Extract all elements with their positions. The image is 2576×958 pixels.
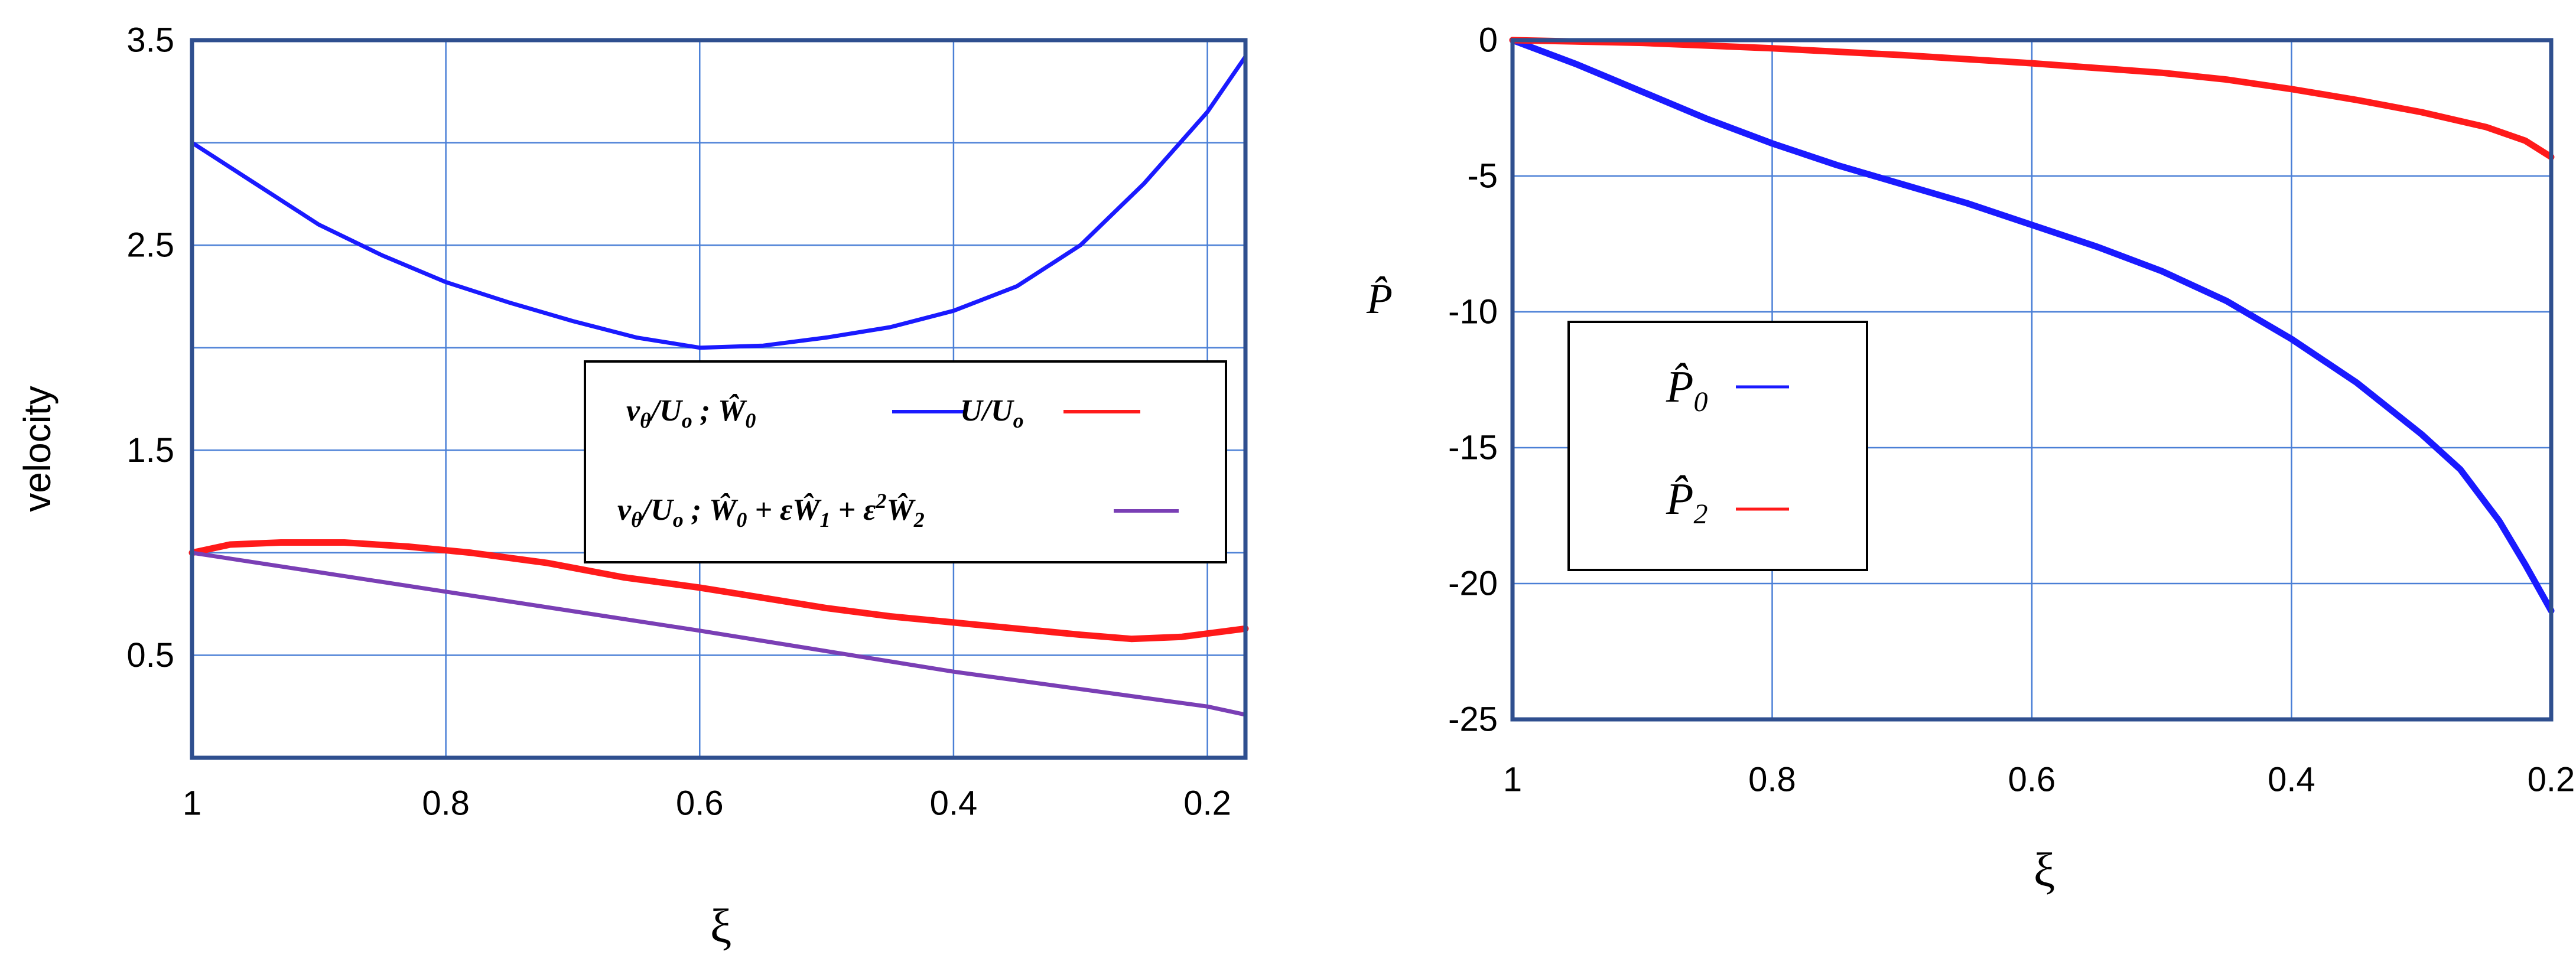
- legend-entry-p2: P̂2: [1666, 474, 1789, 530]
- legend-entry-p0: P̂0: [1666, 362, 1789, 418]
- legend-label-w0: vθ/Uo ; Ŵ0: [626, 393, 756, 432]
- pressure-y-tick-label: -5: [1467, 157, 1498, 195]
- legend-label-w-expansion: vθ/Uo ; Ŵ0 + εŴ1 + ε2Ŵ2: [617, 489, 925, 532]
- legend-box: [584, 360, 1227, 563]
- legend-entry-w0: vθ/Uo ; Ŵ0: [626, 393, 966, 432]
- pressure-x-axis-label: ξ: [2034, 843, 2055, 897]
- velocity-y-tick-label: 1.5: [126, 431, 174, 470]
- velocity-chart-ticks: 1 0.8 0.6 0.4 0.2 0.5 1.5 2.5 3.5: [126, 21, 1231, 823]
- pressure-y-tick-label: -10: [1448, 293, 1498, 331]
- velocity-y-axis-label: velocity: [16, 386, 58, 511]
- pressure-chart-legend: P̂0 P̂2: [1567, 321, 1868, 571]
- velocity-x-axis-label: ξ: [710, 899, 732, 953]
- velocity-x-tick-label: 0.6: [676, 784, 724, 823]
- legend-label-p2: P̂2: [1666, 474, 1707, 530]
- velocity-x-tick-label: 0.2: [1183, 784, 1231, 823]
- legend-label-p0: P̂0: [1666, 362, 1707, 418]
- legend-entry-u: U/Uo: [960, 394, 1140, 432]
- velocity-x-tick-label: 0.8: [422, 784, 470, 823]
- pressure-y-tick-label: 0: [1479, 21, 1498, 60]
- pressure-chart-ticks: 1 0.8 0.6 0.4 0.2 0 -5 -10 -15 -20 -25: [1448, 21, 2575, 799]
- pressure-x-tick-label: 0.4: [2268, 761, 2315, 799]
- velocity-y-tick-label: 0.5: [126, 636, 174, 674]
- velocity-x-tick-label: 0.4: [930, 784, 978, 823]
- velocity-series-line-2: [190, 550, 1248, 717]
- pressure-x-tick-label: 0.8: [1748, 761, 1796, 799]
- pressure-chart-series: [1509, 37, 2555, 614]
- pressure-chart-frame: [1510, 38, 2554, 722]
- pressure-y-tick-label: -20: [1448, 565, 1498, 603]
- velocity-x-tick-label: 1: [183, 784, 201, 823]
- velocity-chart: 1 0.8 0.6 0.4 0.2 0.5 1.5 2.5 3.5 velocity ξ vθ/…: [16, 21, 1249, 953]
- legend-label-u: U/Uo: [960, 394, 1024, 432]
- velocity-y-tick-label: 2.5: [126, 226, 174, 265]
- pressure-series-line-0: [1509, 37, 2555, 614]
- pressure-y-tick-label: -15: [1448, 429, 1498, 467]
- pressure-y-tick-label: -25: [1448, 700, 1498, 739]
- pressure-x-tick-label: 1: [1503, 761, 1522, 799]
- legend-box-pressure: [1567, 321, 1868, 571]
- velocity-chart-frame: [190, 38, 1248, 760]
- velocity-series-line-1: [188, 539, 1249, 643]
- pressure-series-line-1: [1509, 37, 2555, 161]
- velocity-chart-series: [188, 54, 1249, 717]
- velocity-series-line-0: [190, 54, 1248, 350]
- velocity-y-tick-label: 3.5: [126, 21, 174, 60]
- pressure-chart: 1 0.8 0.6 0.4 0.2 0 -5 -10 -15 -20 -25 P̂ ξ P̂0 P̂…: [1366, 21, 2575, 897]
- pressure-x-tick-label: 0.2: [2528, 761, 2575, 799]
- pressure-x-tick-label: 0.6: [2008, 761, 2056, 799]
- legend-entry-w-expansion: vθ/Uo ; Ŵ0 + εŴ1 + ε2Ŵ2: [617, 489, 1179, 532]
- pressure-y-axis-label: P̂: [1366, 275, 1393, 322]
- velocity-chart-legend: vθ/Uo ; Ŵ0 U/Uo vθ/Uo ; Ŵ0 + εŴ1 + ε2Ŵ2: [584, 360, 1227, 563]
